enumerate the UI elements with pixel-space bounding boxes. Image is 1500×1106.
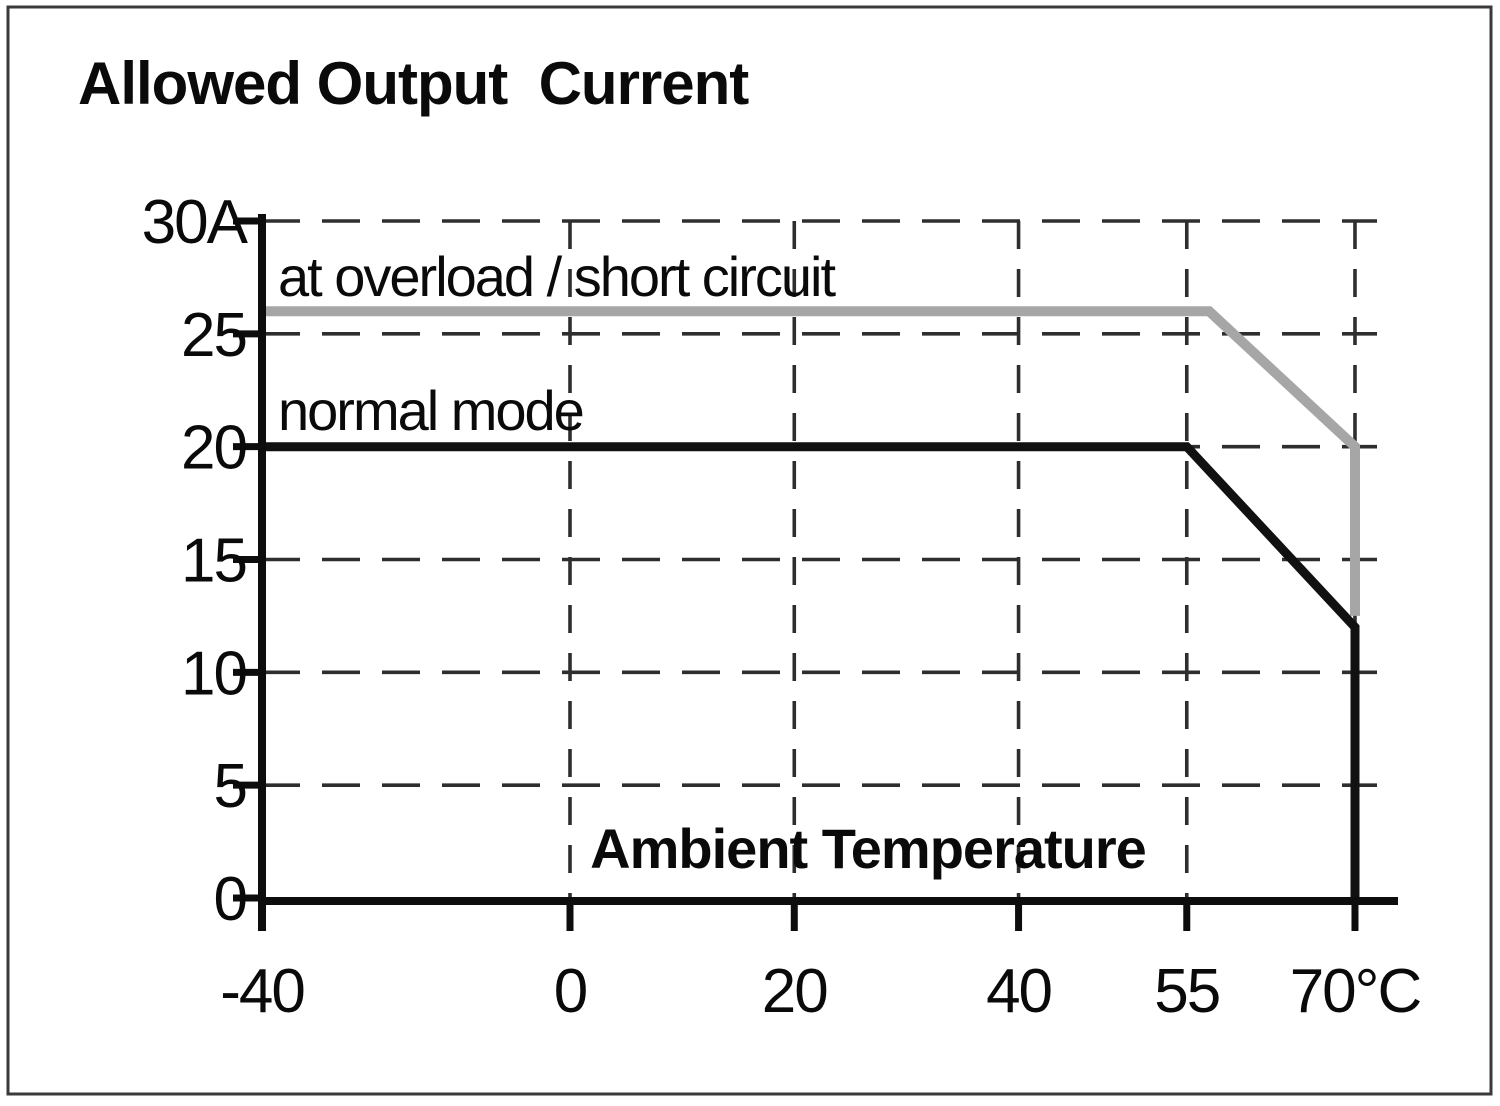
x-tick-label-70: 70°C <box>1290 957 1421 1026</box>
tick-labels: 0 5 10 15 20 25 30A -40 0 20 40 55 70°C <box>142 188 1423 1026</box>
x-tick-label--40: -40 <box>220 957 304 1026</box>
y-tick-label-5: 5 <box>214 752 246 821</box>
series-label-overload: at overload / short circuit <box>278 245 836 308</box>
x-tick-label-55: 55 <box>1154 957 1219 1026</box>
curve-normal-mode <box>262 442 1360 898</box>
y-tick-label-15: 15 <box>181 526 246 595</box>
x-tick-label-0: 0 <box>554 957 587 1026</box>
y-tick-label-30: 30A <box>142 188 249 257</box>
x-tick-label-20: 20 <box>762 957 827 1026</box>
curves <box>262 306 1360 898</box>
series-label-normal-mode: normal mode <box>278 379 583 442</box>
curve-at-overload-short-circuit <box>262 306 1360 616</box>
axes <box>233 214 1398 931</box>
figure-border <box>6 5 1493 1096</box>
y-tick-label-0: 0 <box>214 865 247 934</box>
chart-title: Allowed Output Current <box>78 50 749 117</box>
x-axis-label: Ambient Temperature <box>590 817 1146 880</box>
y-tick-label-25: 25 <box>181 301 246 370</box>
y-tick-label-10: 10 <box>181 639 246 708</box>
x-tick-label-40: 40 <box>986 957 1051 1026</box>
y-tick-label-20: 20 <box>181 414 246 483</box>
